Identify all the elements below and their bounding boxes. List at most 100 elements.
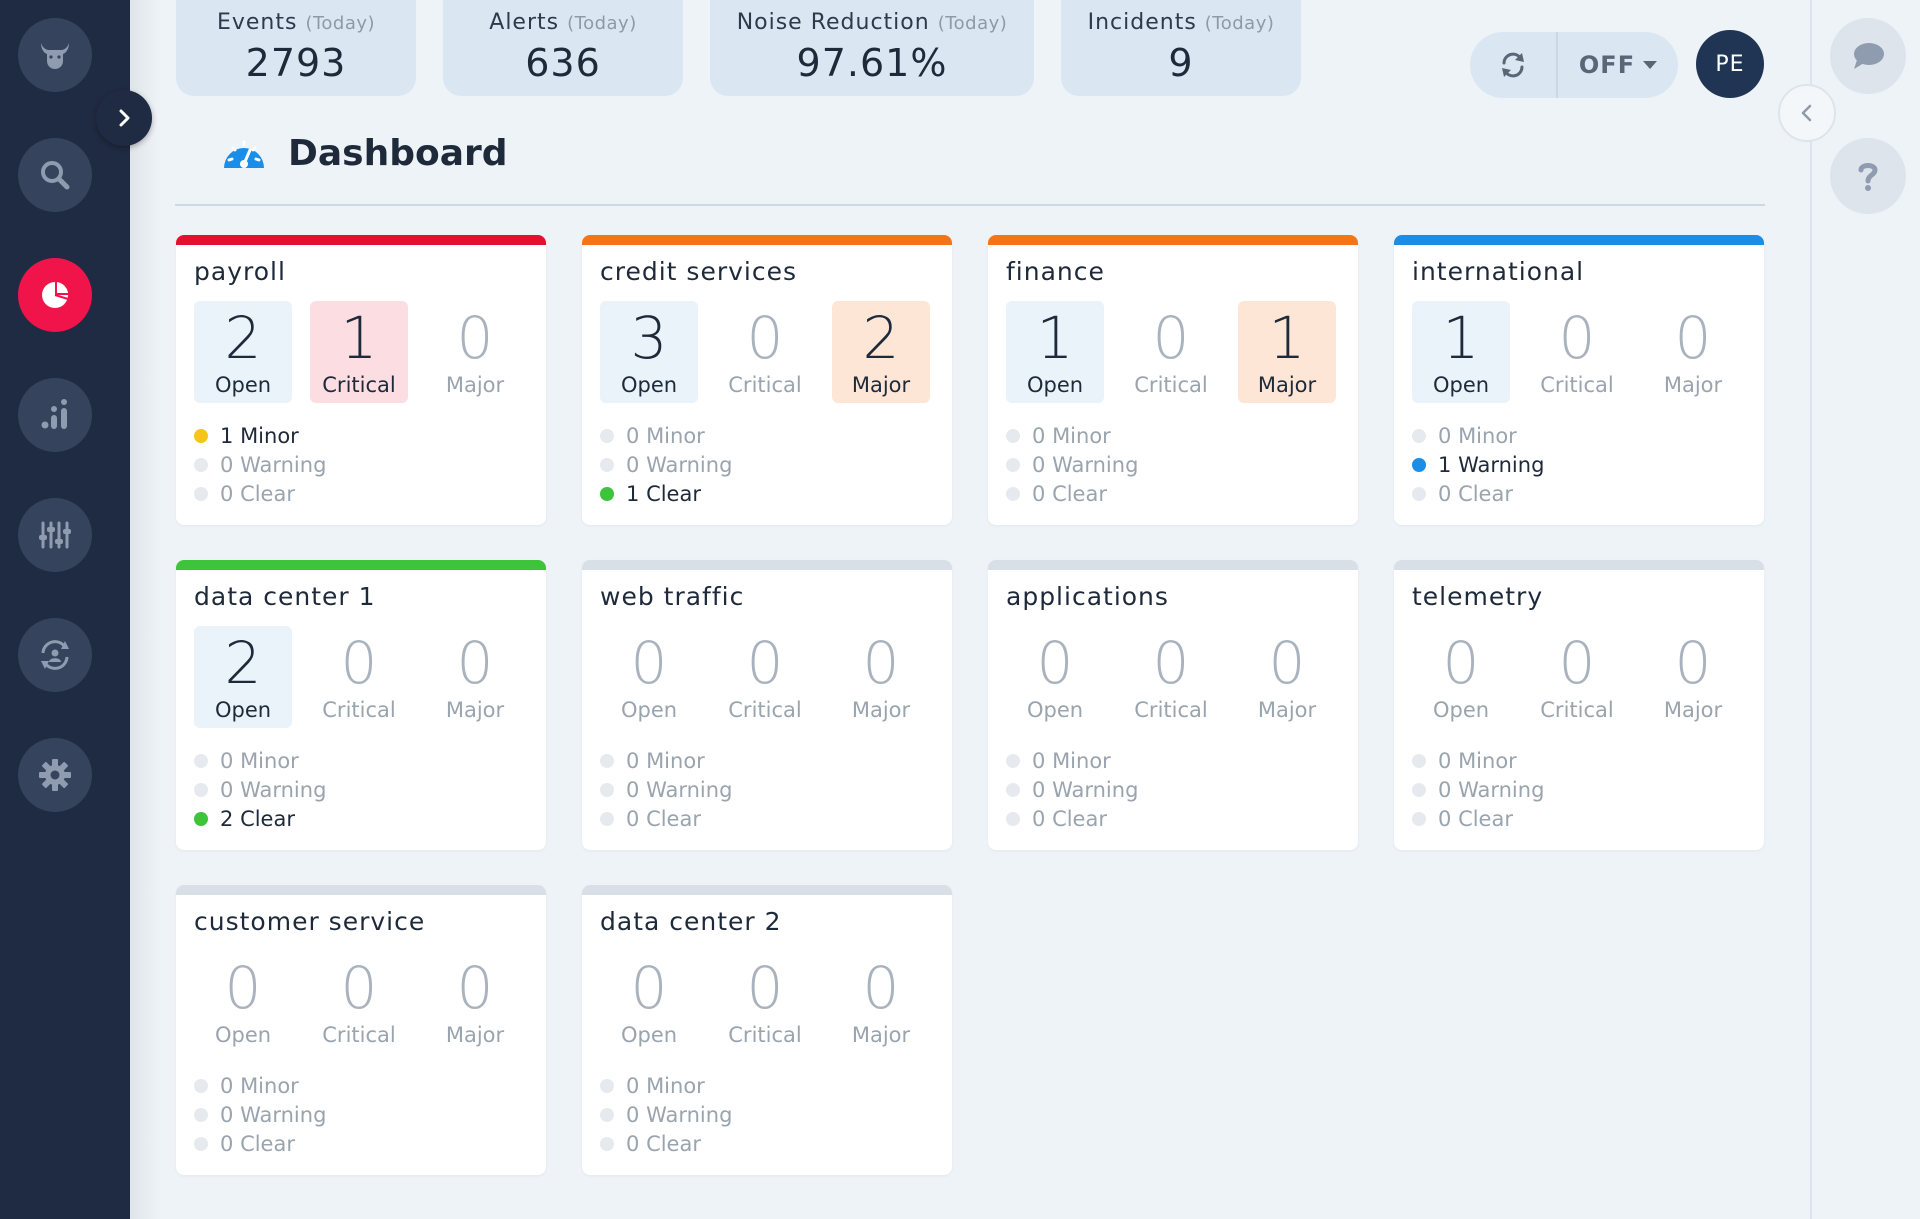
dashboard-pie-icon[interactable] bbox=[18, 258, 92, 332]
severity-minor-dot bbox=[600, 753, 614, 768]
auto-refresh-dropdown[interactable]: OFF bbox=[1558, 51, 1678, 79]
left-sidebar bbox=[0, 0, 130, 1219]
severity-minor[interactable]: 0 Minor bbox=[600, 421, 732, 450]
metric-open[interactable]: 0 Open bbox=[1412, 626, 1510, 728]
service-card-applications[interactable]: applications 0 Open 0 Critical 0 Major 0 Minor 0… bbox=[988, 560, 1358, 850]
right-panel-collapse-button[interactable] bbox=[1778, 84, 1836, 142]
severity-clear-label: Clear bbox=[1052, 481, 1107, 506]
metric-open[interactable]: 0 Open bbox=[194, 951, 292, 1053]
user-avatar[interactable]: PE bbox=[1696, 30, 1764, 98]
metric-major[interactable]: 0 Major bbox=[1644, 626, 1742, 728]
severity-clear[interactable]: 0 Clear bbox=[600, 804, 732, 833]
refresh-button[interactable] bbox=[1470, 32, 1558, 98]
service-card-data-center-2[interactable]: data center 2 0 Open 0 Critical 0 Major 0 Minor… bbox=[582, 885, 952, 1175]
metric-major[interactable]: 0 Major bbox=[426, 301, 524, 403]
metric-open[interactable]: 0 Open bbox=[1006, 626, 1104, 728]
metric-major[interactable]: 0 Major bbox=[426, 626, 524, 728]
metric-open-count: 3 bbox=[630, 304, 668, 372]
severity-warning[interactable]: 1 Warning bbox=[1412, 450, 1544, 479]
metric-open[interactable]: 0 Open bbox=[600, 951, 698, 1053]
severity-warning[interactable]: 0 Warning bbox=[1006, 450, 1138, 479]
severity-clear[interactable]: 0 Clear bbox=[1412, 804, 1544, 833]
service-card-international[interactable]: international 1 Open 0 Critical 0 Major 0 Minor… bbox=[1394, 235, 1764, 525]
sync-icon[interactable] bbox=[18, 618, 92, 692]
bull-logo-icon[interactable] bbox=[18, 18, 92, 92]
metric-open[interactable]: 2 Open bbox=[194, 301, 292, 403]
service-card-data-center-1[interactable]: data center 1 2 Open 0 Critical 0 Major 0 Minor… bbox=[176, 560, 546, 850]
metric-major[interactable]: 0 Major bbox=[1238, 626, 1336, 728]
severity-spacer bbox=[639, 1132, 646, 1156]
severity-minor[interactable]: 0 Minor bbox=[194, 746, 326, 775]
severity-clear[interactable]: 0 Clear bbox=[1006, 804, 1138, 833]
severity-warning[interactable]: 0 Warning bbox=[1006, 775, 1138, 804]
severity-warning[interactable]: 0 Warning bbox=[600, 450, 732, 479]
severity-clear[interactable]: 1 Clear bbox=[600, 479, 732, 508]
metric-critical[interactable]: 0 Critical bbox=[1122, 626, 1220, 728]
severity-clear[interactable]: 0 Clear bbox=[1006, 479, 1138, 508]
metric-critical[interactable]: 0 Critical bbox=[1122, 301, 1220, 403]
sidebar-expand-button[interactable] bbox=[96, 90, 152, 146]
chat-button[interactable] bbox=[1830, 18, 1906, 94]
metric-open[interactable]: 2 Open bbox=[194, 626, 292, 728]
severity-warning-dot bbox=[194, 457, 208, 472]
sliders-icon[interactable] bbox=[18, 498, 92, 572]
severity-minor[interactable]: 0 Minor bbox=[600, 746, 732, 775]
severity-minor[interactable]: 0 Minor bbox=[194, 1071, 326, 1100]
severity-warning[interactable]: 0 Warning bbox=[600, 775, 732, 804]
severity-warning-count: 0 bbox=[1032, 777, 1046, 802]
severity-clear[interactable]: 0 Clear bbox=[600, 1129, 732, 1158]
severity-clear-count: 0 bbox=[220, 481, 234, 506]
severity-warning[interactable]: 0 Warning bbox=[600, 1100, 732, 1129]
metric-major[interactable]: 2 Major bbox=[832, 301, 930, 403]
severity-clear-dot bbox=[194, 811, 208, 826]
service-card-web-traffic[interactable]: web traffic 0 Open 0 Critical 0 Major 0 Minor 0 … bbox=[582, 560, 952, 850]
metric-critical[interactable]: 1 Critical bbox=[310, 301, 408, 403]
metric-open[interactable]: 1 Open bbox=[1412, 301, 1510, 403]
metric-major[interactable]: 1 Major bbox=[1238, 301, 1336, 403]
metric-major-count: 0 bbox=[1268, 629, 1306, 697]
severity-warning[interactable]: 0 Warning bbox=[194, 450, 326, 479]
metric-open[interactable]: 0 Open bbox=[600, 626, 698, 728]
severity-clear[interactable]: 0 Clear bbox=[194, 479, 326, 508]
metric-critical[interactable]: 0 Critical bbox=[716, 301, 814, 403]
metric-critical[interactable]: 0 Critical bbox=[1528, 301, 1626, 403]
service-card-telemetry[interactable]: telemetry 0 Open 0 Critical 0 Major 0 Minor 0 Wa… bbox=[1394, 560, 1764, 850]
metric-open[interactable]: 1 Open bbox=[1006, 301, 1104, 403]
metric-open[interactable]: 3 Open bbox=[600, 301, 698, 403]
severity-list: 0 Minor 0 Warning 0 Clear bbox=[1006, 421, 1138, 508]
severity-warning[interactable]: 0 Warning bbox=[194, 775, 326, 804]
metric-critical-count: 1 bbox=[340, 304, 378, 372]
severity-minor[interactable]: 0 Minor bbox=[1412, 746, 1544, 775]
severity-clear[interactable]: 0 Clear bbox=[1412, 479, 1544, 508]
severity-minor[interactable]: 0 Minor bbox=[1412, 421, 1544, 450]
service-card-customer-service[interactable]: customer service 0 Open 0 Critical 0 Major 0 Mi… bbox=[176, 885, 546, 1175]
metric-major[interactable]: 0 Major bbox=[832, 626, 930, 728]
severity-warning[interactable]: 0 Warning bbox=[194, 1100, 326, 1129]
severity-minor[interactable]: 0 Minor bbox=[1006, 746, 1138, 775]
severity-warning-label: Warning bbox=[240, 1102, 327, 1127]
service-card-credit-services[interactable]: credit services 3 Open 0 Critical 2 Major 0 Min… bbox=[582, 235, 952, 525]
severity-clear[interactable]: 2 Clear bbox=[194, 804, 326, 833]
service-card-payroll[interactable]: payroll 2 Open 1 Critical 0 Major 1 Minor 0 Warn… bbox=[176, 235, 546, 525]
metric-critical[interactable]: 0 Critical bbox=[310, 626, 408, 728]
service-card-finance[interactable]: finance 1 Open 0 Critical 1 Major 0 Minor 0 Warn… bbox=[988, 235, 1358, 525]
severity-warning[interactable]: 0 Warning bbox=[1412, 775, 1544, 804]
search-icon[interactable] bbox=[18, 138, 92, 212]
severity-clear-count: 0 bbox=[1032, 806, 1046, 831]
metric-critical[interactable]: 0 Critical bbox=[310, 951, 408, 1053]
analytics-icon[interactable] bbox=[18, 378, 92, 452]
metric-major[interactable]: 0 Major bbox=[426, 951, 524, 1053]
metric-major[interactable]: 0 Major bbox=[832, 951, 930, 1053]
metric-major[interactable]: 0 Major bbox=[1644, 301, 1742, 403]
help-button[interactable] bbox=[1830, 138, 1906, 214]
severity-minor-count: 0 bbox=[220, 1073, 234, 1098]
severity-minor[interactable]: 1 Minor bbox=[194, 421, 326, 450]
metric-critical[interactable]: 0 Critical bbox=[1528, 626, 1626, 728]
severity-clear[interactable]: 0 Clear bbox=[194, 1129, 326, 1158]
severity-minor[interactable]: 0 Minor bbox=[600, 1071, 732, 1100]
metric-major-count: 0 bbox=[1674, 629, 1712, 697]
metric-critical[interactable]: 0 Critical bbox=[716, 951, 814, 1053]
gear-icon[interactable] bbox=[18, 738, 92, 812]
metric-critical[interactable]: 0 Critical bbox=[716, 626, 814, 728]
severity-minor[interactable]: 0 Minor bbox=[1006, 421, 1138, 450]
